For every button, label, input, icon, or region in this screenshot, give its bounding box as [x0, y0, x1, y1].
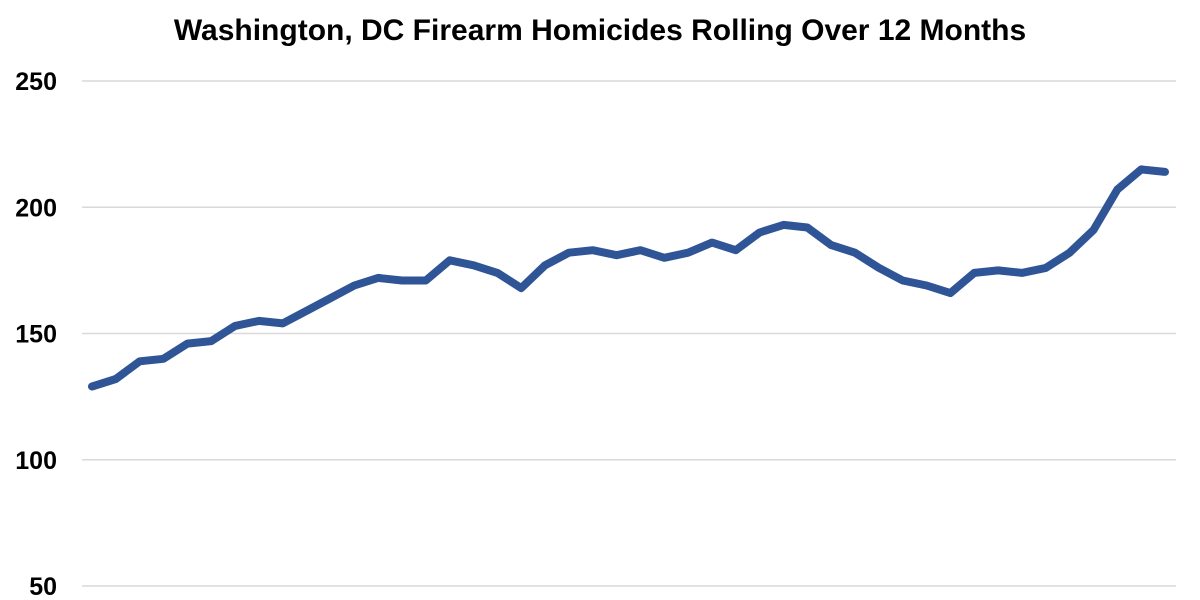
data-point: [493, 269, 501, 277]
data-point: [970, 269, 978, 277]
data-point: [1090, 226, 1097, 234]
data-point: [374, 274, 382, 282]
data-point: [303, 307, 311, 315]
data-point: [446, 256, 454, 264]
data-point: [636, 246, 644, 254]
data-point: [183, 340, 191, 348]
data-point: [756, 229, 764, 236]
data-point: [899, 277, 907, 284]
data-point: [780, 221, 787, 229]
data-point: [279, 319, 287, 327]
data-point: [160, 355, 167, 363]
y-tick-label: 150: [15, 321, 57, 349]
data-point: [875, 264, 883, 272]
data-point: [1042, 264, 1050, 272]
chart-title: Washington, DC Firearm Homicides Rolling…: [173, 14, 1027, 47]
y-tick-label: 50: [29, 573, 57, 600]
y-tick-label: 100: [15, 447, 57, 475]
data-point: [470, 261, 477, 269]
data-point: [350, 282, 358, 289]
data-point: [851, 249, 859, 257]
data-point: [803, 224, 811, 231]
data-point: [1113, 186, 1121, 194]
data-point: [708, 239, 716, 247]
data-point: [517, 284, 525, 292]
y-tick-label: 200: [15, 194, 57, 222]
data-point: [231, 322, 239, 330]
data-point: [422, 277, 430, 284]
data-point: [1137, 165, 1145, 173]
data-point: [589, 246, 597, 254]
data-point: [684, 249, 692, 257]
series-line-0: [88, 165, 1169, 391]
y-tick-label: 250: [15, 68, 57, 96]
data-point: [827, 241, 835, 249]
data-point: [1066, 249, 1074, 257]
data-point: [613, 251, 621, 259]
data-point: [923, 282, 931, 289]
data-point: [660, 254, 668, 262]
data-point: [565, 249, 573, 257]
y-axis-ticks: 50 100 150 200 250: [15, 68, 57, 600]
data-point: [398, 277, 406, 284]
data-point: [994, 266, 1002, 274]
gridlines: [82, 80, 1176, 587]
data-point: [326, 294, 334, 302]
data-point: [112, 375, 120, 383]
series-group: [88, 165, 1169, 391]
data-point: [136, 357, 144, 365]
data-point: [732, 246, 740, 254]
data-point: [255, 317, 263, 325]
data-point: [1161, 168, 1169, 176]
data-point: [1018, 269, 1026, 277]
data-point: [207, 337, 215, 345]
data-point: [946, 289, 954, 297]
data-point: [88, 383, 96, 390]
data-point: [541, 261, 549, 269]
